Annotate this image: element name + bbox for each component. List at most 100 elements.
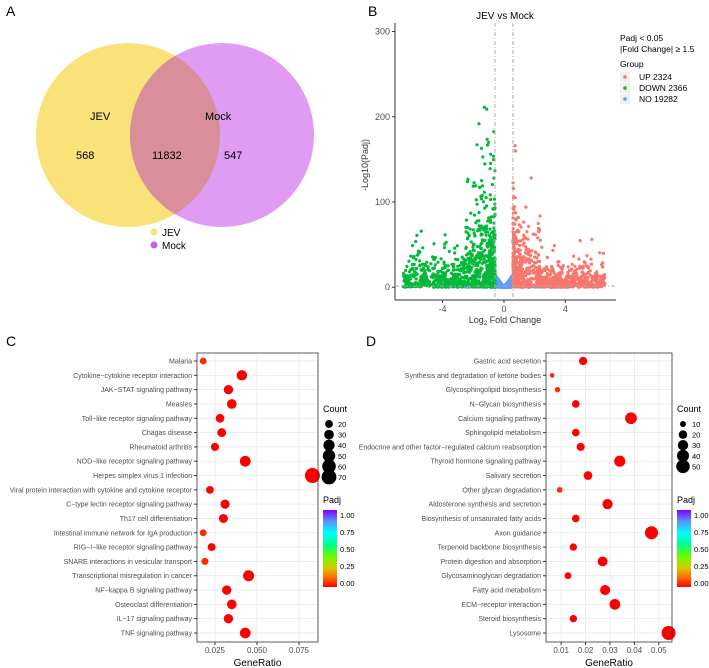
data-point [644,526,659,540]
data-point-up [536,221,540,226]
data-point-down [477,211,481,215]
data-point [569,614,578,623]
data-point-down [459,269,463,273]
data-point-down [467,279,471,284]
data-point-up [519,225,523,229]
category-label: RIG−I−like receptor signaling pathway [74,545,193,552]
data-point-down [474,184,478,188]
data-point-up [529,265,534,269]
data-point-up [578,266,582,270]
data-point-down [438,277,442,281]
data-point [222,585,232,595]
data-point-down [485,227,489,231]
legend-swatch-jev [150,228,158,236]
data-point-up [538,279,542,283]
category-label: Terpenoid backbone biosynthesis [437,545,541,552]
data-point [207,543,216,552]
data-point-down [481,155,485,159]
data-point [571,514,580,523]
data-point-down [480,241,484,245]
category-label: Viral protein interaction with cytokine … [10,487,193,494]
data-point-down [489,161,493,165]
data-point-down [489,263,493,267]
data-point-down [472,249,476,253]
data-point-down [489,242,493,246]
data-point-up [519,282,523,286]
category-label: Glycosphingolipid biosynthesis [446,387,542,394]
data-point-up [553,273,558,277]
data-point-down [414,239,418,244]
data-point-down [481,274,485,279]
data-point-down [468,282,472,286]
data-point-up [534,251,538,255]
data-point-up [513,248,517,252]
data-point-down [442,260,446,264]
data-point-down [467,233,471,238]
size-legend-label: 20 [338,420,346,429]
data-point-up [550,265,554,269]
panel-label-d: D [366,333,376,349]
data-point-up [550,278,554,282]
data-point-down [492,154,496,158]
volcano-axes: -4 0 4 0 100 200 300 [375,23,616,314]
data-point-up [516,215,520,220]
data-point-up [527,281,531,285]
data-point-up [573,270,577,274]
data-point-down [405,264,409,268]
color-legend-label: 0.00 [340,579,355,588]
legend-title-group: Group [620,59,644,69]
data-point-up [534,265,538,270]
legend-label-up: UP 2324 [639,72,672,82]
category-label: Protein digestion and absorption [441,559,542,566]
data-point-up [580,274,584,279]
data-point-up [525,266,529,270]
data-point [571,428,580,437]
data-point-down [440,266,444,271]
data-point-up [552,244,557,248]
data-point-up [513,222,517,226]
x-tick-label: 0.050 [247,646,268,655]
data-point-up [512,205,517,209]
data-point-down [453,246,457,250]
data-point [210,442,220,451]
data-point-up [575,267,579,271]
legend-label-mock: Mock [162,241,187,252]
data-point-down [419,229,423,233]
data-point [226,599,237,610]
data-point-up [512,207,516,212]
data-point-down [485,107,489,111]
data-point-up [529,253,533,257]
data-point-up [601,261,605,265]
data-point [217,428,227,437]
data-point-up [529,258,534,262]
data-point-down [474,198,478,202]
x-tick-label: 0.025 [205,646,226,655]
data-point-down [484,233,488,237]
data-point-down [455,275,459,279]
data-point-down [462,265,466,269]
data-point-up [537,226,541,230]
data-point-up [592,274,596,279]
data-point-down [475,143,479,147]
x-axis-label: GeneRatio [234,658,282,668]
data-point-down [471,281,475,285]
data-point-up [563,278,568,282]
data-point-down [430,255,435,259]
category-label: Herpes simplex virus 1 infection [93,473,192,480]
data-point-down [423,281,427,285]
data-point-up [567,268,571,273]
data-point-down [444,277,448,282]
data-point-down [424,276,429,280]
category-label: Thyroid hormone signaling pathway [430,459,541,466]
data-point-down [432,242,436,246]
data-point-up [547,280,551,284]
data-point-down [487,284,491,288]
data-point-up [518,266,522,270]
data-point-down [490,281,494,285]
data-point [576,442,585,451]
data-point-up [556,260,560,264]
data-point-down [460,260,464,265]
data-point-down [478,272,482,276]
data-point-down [480,238,484,242]
